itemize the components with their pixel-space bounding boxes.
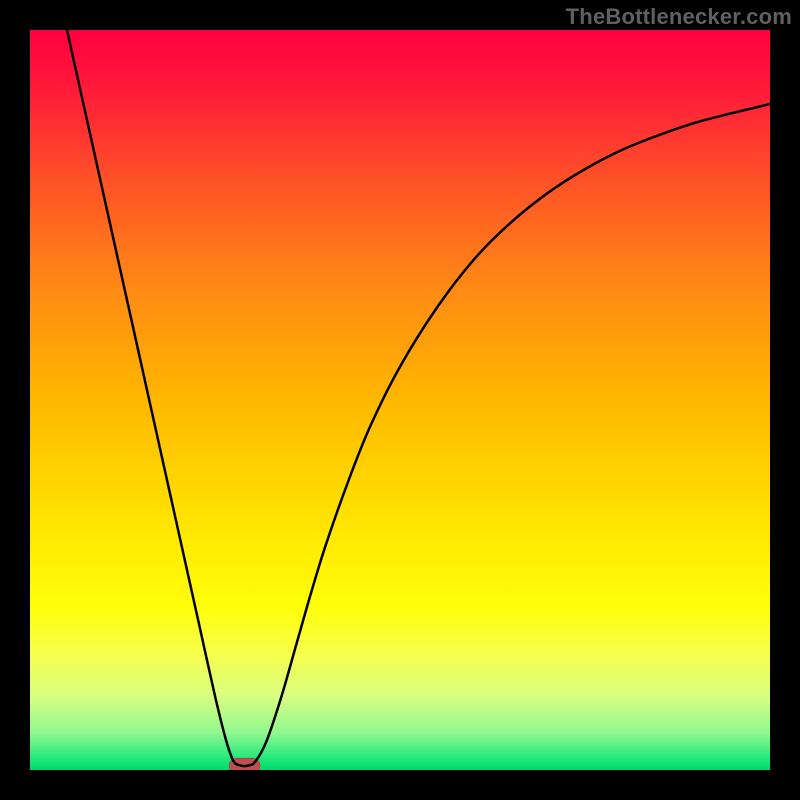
plot-svg xyxy=(30,30,770,770)
watermark-text: TheBottlenecker.com xyxy=(566,4,792,30)
chart-container: TheBottlenecker.com xyxy=(0,0,800,800)
plot-frame xyxy=(30,30,770,770)
gradient-background xyxy=(30,30,770,770)
